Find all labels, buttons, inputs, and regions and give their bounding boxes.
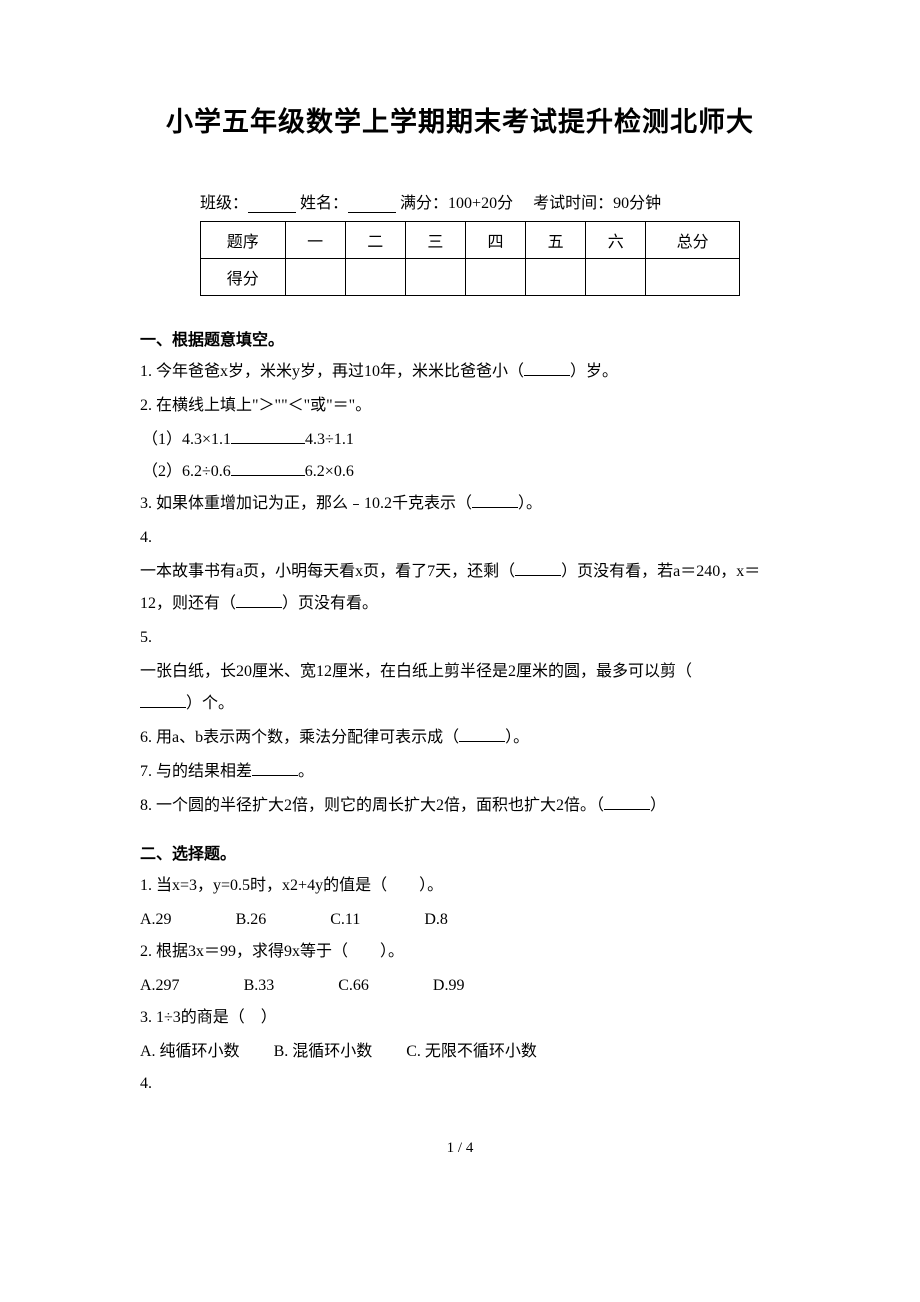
question: 8. 一个圆的半径扩大2倍，则它的周长扩大2倍，面积也扩大2倍。（ ） <box>140 790 780 822</box>
q-text: 7. 与的结果相差 <box>140 763 252 780</box>
sub-question: （2）6.2÷0.6 6.2×0.6 <box>140 456 780 488</box>
q-text: ）个。 <box>186 695 234 712</box>
question: 3. 1÷3的商是（ ） <box>140 1002 780 1034</box>
q-text: （1）4.3×1.1 <box>142 431 231 448</box>
section-heading: 一、根据题意填空。 <box>140 326 780 350</box>
question: 6. 用a、b表示两个数，乘法分配律可表示成（ ）。 <box>140 722 780 754</box>
exam-time-label: 考试时间： <box>533 195 613 212</box>
full-score-label: 满分： <box>400 195 448 212</box>
fill-blank <box>515 562 561 576</box>
col-header: 四 <box>466 222 526 259</box>
score-cell <box>466 259 526 296</box>
sub-question: （1）4.3×1.1 4.3÷1.1 <box>140 424 780 456</box>
q-text: 3. 如果体重增加记为正，那么﹣10.2千克表示（ <box>140 495 472 512</box>
question: 4. <box>140 522 780 554</box>
fill-blank <box>252 762 298 776</box>
col-header: 一 <box>285 222 345 259</box>
question: 7. 与的结果相差 。 <box>140 756 780 788</box>
row-label: 题序 <box>201 222 286 259</box>
options: A. 纯循环小数 B. 混循环小数 C. 无限不循环小数 <box>140 1036 780 1068</box>
options: A.297 B.33 C.66 D.99 <box>140 970 780 1002</box>
q-text: ）岁。 <box>570 363 618 380</box>
score-cell <box>285 259 345 296</box>
option: C.66 <box>338 970 369 1002</box>
q-text: 6.2×0.6 <box>305 463 354 480</box>
name-label: 姓名： <box>300 195 348 212</box>
option: D.8 <box>424 904 448 936</box>
question: 2. 根据3x＝99，求得9x等于（ ）。 <box>140 936 780 968</box>
question: 1. 当x=3，y=0.5时，x2+4y的值是（ ）。 <box>140 870 780 902</box>
fill-blank <box>604 796 650 810</box>
q-text: 1. 今年爸爸x岁，米米y岁，再过10年，米米比爸爸小（ <box>140 363 524 380</box>
fill-blank <box>236 594 282 608</box>
option: C. 无限不循环小数 <box>406 1036 537 1068</box>
question: 3. 如果体重增加记为正，那么﹣10.2千克表示（ ）。 <box>140 488 780 520</box>
question: 一张白纸，长20厘米、宽12厘米，在白纸上剪半径是2厘米的圆，最多可以剪（ ）个。 <box>140 656 780 720</box>
meta-line: 班级： 姓名： 满分：100+20分 考试时间：90分钟 <box>140 189 780 213</box>
option: A. 纯循环小数 <box>140 1036 240 1068</box>
question: 5. <box>140 622 780 654</box>
q-text: ）。 <box>505 729 529 746</box>
fill-blank <box>140 694 186 708</box>
score-cell <box>586 259 646 296</box>
question: 4. <box>140 1068 780 1100</box>
question: 2. 在横线上填上"＞""＜"或"＝"。 <box>140 390 780 422</box>
col-header: 总分 <box>646 222 740 259</box>
name-blank <box>348 197 396 213</box>
q-text: 4.3÷1.1 <box>305 431 354 448</box>
page-number: 1 / 4 <box>140 1140 780 1157</box>
row-label: 得分 <box>201 259 286 296</box>
table-row: 得分 <box>201 259 740 296</box>
full-score-value: 100+20分 <box>448 195 513 212</box>
score-cell <box>405 259 465 296</box>
fill-blank <box>231 462 305 476</box>
q-text: ） <box>650 797 666 814</box>
q-text: 8. 一个圆的半径扩大2倍，则它的周长扩大2倍，面积也扩大2倍。（ <box>140 797 604 814</box>
question: 一本故事书有a页，小明每天看x页，看了7天，还剩（）页没有看，若a＝240，x＝… <box>140 556 780 620</box>
question: 1. 今年爸爸x岁，米米y岁，再过10年，米米比爸爸小（ ）岁。 <box>140 356 780 388</box>
option: B.33 <box>244 970 275 1002</box>
col-header: 五 <box>526 222 586 259</box>
col-header: 六 <box>586 222 646 259</box>
exam-time-value: 90分钟 <box>613 195 661 212</box>
col-header: 二 <box>345 222 405 259</box>
q-text: 一本故事书有a页，小明每天看x页，看了7天，还剩（ <box>140 563 515 580</box>
q-text: 一张白纸，长20厘米、宽12厘米，在白纸上剪半径是2厘米的圆，最多可以剪（ <box>140 663 692 680</box>
page-title: 小学五年级数学上学期期末考试提升检测北师大 <box>140 100 780 139</box>
score-table: 题序 一 二 三 四 五 六 总分 得分 <box>200 221 740 296</box>
q-text: 6. 用a、b表示两个数，乘法分配律可表示成（ <box>140 729 459 746</box>
fill-blank <box>524 362 570 376</box>
fill-blank <box>472 494 518 508</box>
q-text: ）。 <box>518 495 542 512</box>
score-cell <box>345 259 405 296</box>
col-header: 三 <box>405 222 465 259</box>
score-cell <box>646 259 740 296</box>
score-cell <box>526 259 586 296</box>
fill-blank <box>459 728 505 742</box>
class-blank <box>248 197 296 213</box>
options: A.29 B.26 C.11 D.8 <box>140 904 780 936</box>
table-row: 题序 一 二 三 四 五 六 总分 <box>201 222 740 259</box>
option: B.26 <box>236 904 267 936</box>
option: B. 混循环小数 <box>274 1036 373 1068</box>
option: A.297 <box>140 970 180 1002</box>
q-text: 。 <box>298 763 314 780</box>
fill-blank <box>231 430 305 444</box>
option: C.11 <box>330 904 360 936</box>
option: D.99 <box>433 970 465 1002</box>
q-text: ）页没有看。 <box>282 595 378 612</box>
option: A.29 <box>140 904 172 936</box>
class-label: 班级： <box>200 195 248 212</box>
section-heading: 二、选择题。 <box>140 840 780 864</box>
q-text: （2）6.2÷0.6 <box>142 463 231 480</box>
